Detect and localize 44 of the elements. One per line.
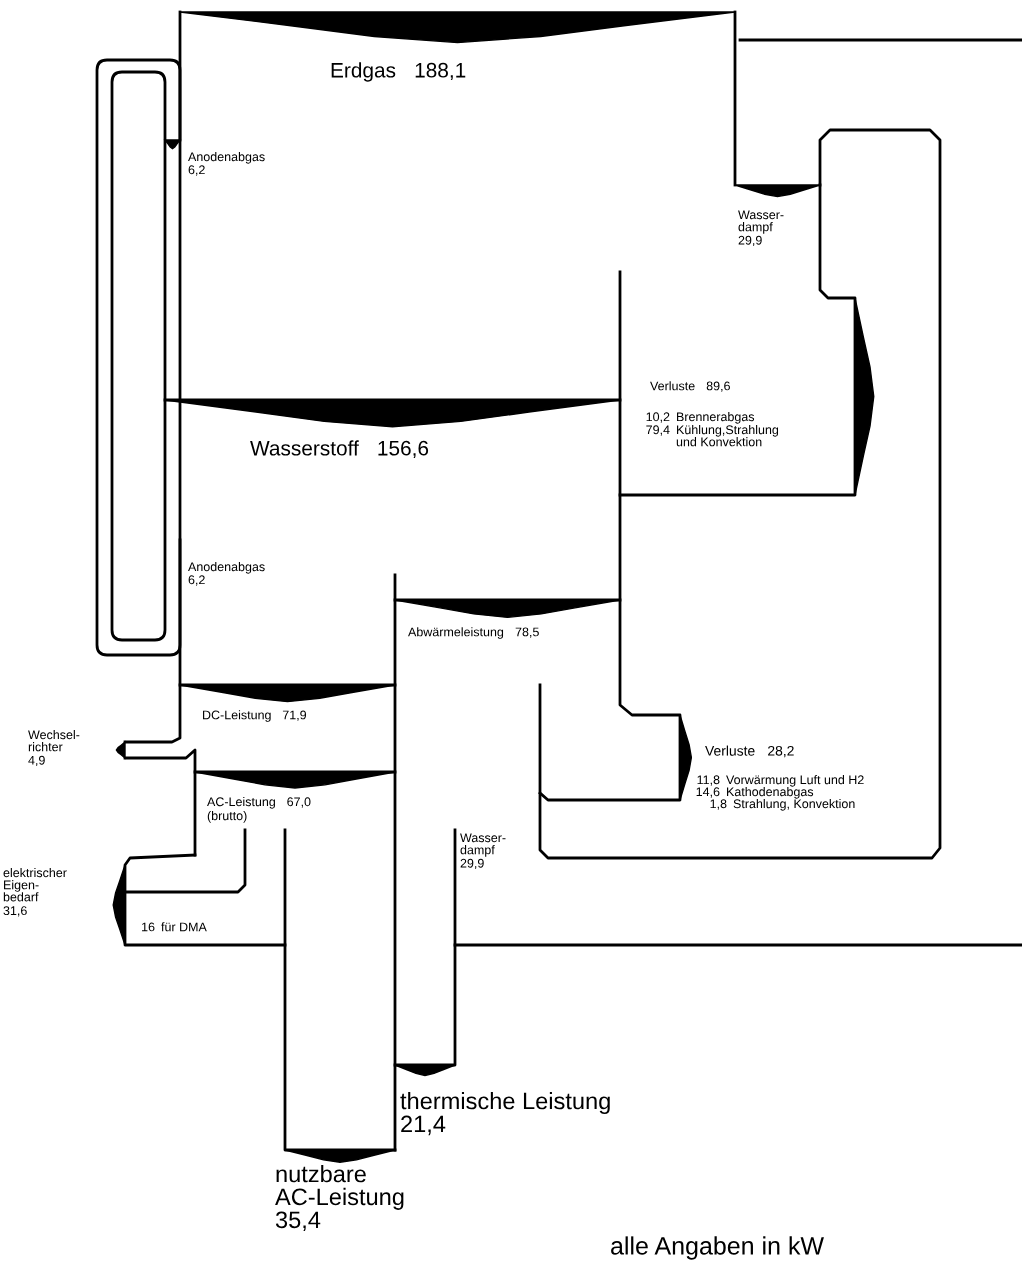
- category-label: für DMA: [161, 922, 207, 932]
- data-label: 14,6: [696, 787, 720, 798]
- category-label: Vorwärmung Luft und H2: [726, 775, 864, 787]
- data-label: 31,6: [3, 906, 27, 917]
- category-label: Wasser- dampf: [460, 833, 506, 857]
- category-label: Abwärmeleistung: [408, 627, 504, 639]
- data-label: 89,6: [706, 381, 730, 392]
- data-label: 28,2: [768, 745, 794, 758]
- category-label: nutzbare AC-Leistung: [275, 1165, 404, 1210]
- data-label: 1,8: [710, 799, 727, 810]
- category-label: DC-Leistung: [203, 710, 271, 722]
- data-label: 67,0: [287, 797, 311, 808]
- data-label: 4,9: [28, 755, 45, 767]
- category-label: Wasser- dampf: [738, 210, 784, 234]
- data-label: 16: [142, 922, 155, 932]
- data-label: 71,9: [282, 710, 307, 721]
- category-label: Wechsel- richter: [28, 730, 80, 752]
- category-label: Kathodenabgas: [727, 787, 814, 799]
- data-label: 10,2: [646, 412, 670, 423]
- category-label: Strahlung, Konvektion: [733, 799, 855, 811]
- text: (brutto): [207, 811, 247, 823]
- data-label: 188,1: [415, 62, 466, 81]
- data-label: 29,9: [738, 235, 762, 247]
- category-label: Erdgas: [331, 62, 396, 82]
- data-label: 79,4: [646, 425, 670, 436]
- category-label: Anodenabgas: [188, 562, 265, 574]
- category-label: Wasserstoff: [250, 440, 359, 456]
- category-label: AC-Leistung: [207, 797, 275, 809]
- data-label: 6,2: [188, 575, 205, 586]
- category-label: thermische Leistung: [400, 1092, 610, 1115]
- data-label: 78,5: [515, 627, 539, 638]
- category-label: Anodenabgas: [188, 152, 265, 164]
- data-label: 21,4: [401, 1115, 446, 1136]
- data-label: 6,2: [188, 165, 205, 176]
- category-label: elektrischer Eigen- bedarf: [3, 868, 67, 902]
- category-label: Verluste: [705, 745, 755, 756]
- category-label: Verluste: [650, 381, 695, 391]
- text: alle Angaben in kW: [611, 1236, 824, 1260]
- category-label: Brennerabgas: [677, 412, 755, 424]
- data-label: 11,8: [697, 775, 720, 786]
- data-label: 156,6: [378, 440, 429, 459]
- data-label: 35,4: [275, 1211, 321, 1231]
- data-label: 29,9: [460, 858, 484, 870]
- category-label: Kühlung,Strahlung und Konvektion: [676, 425, 779, 447]
